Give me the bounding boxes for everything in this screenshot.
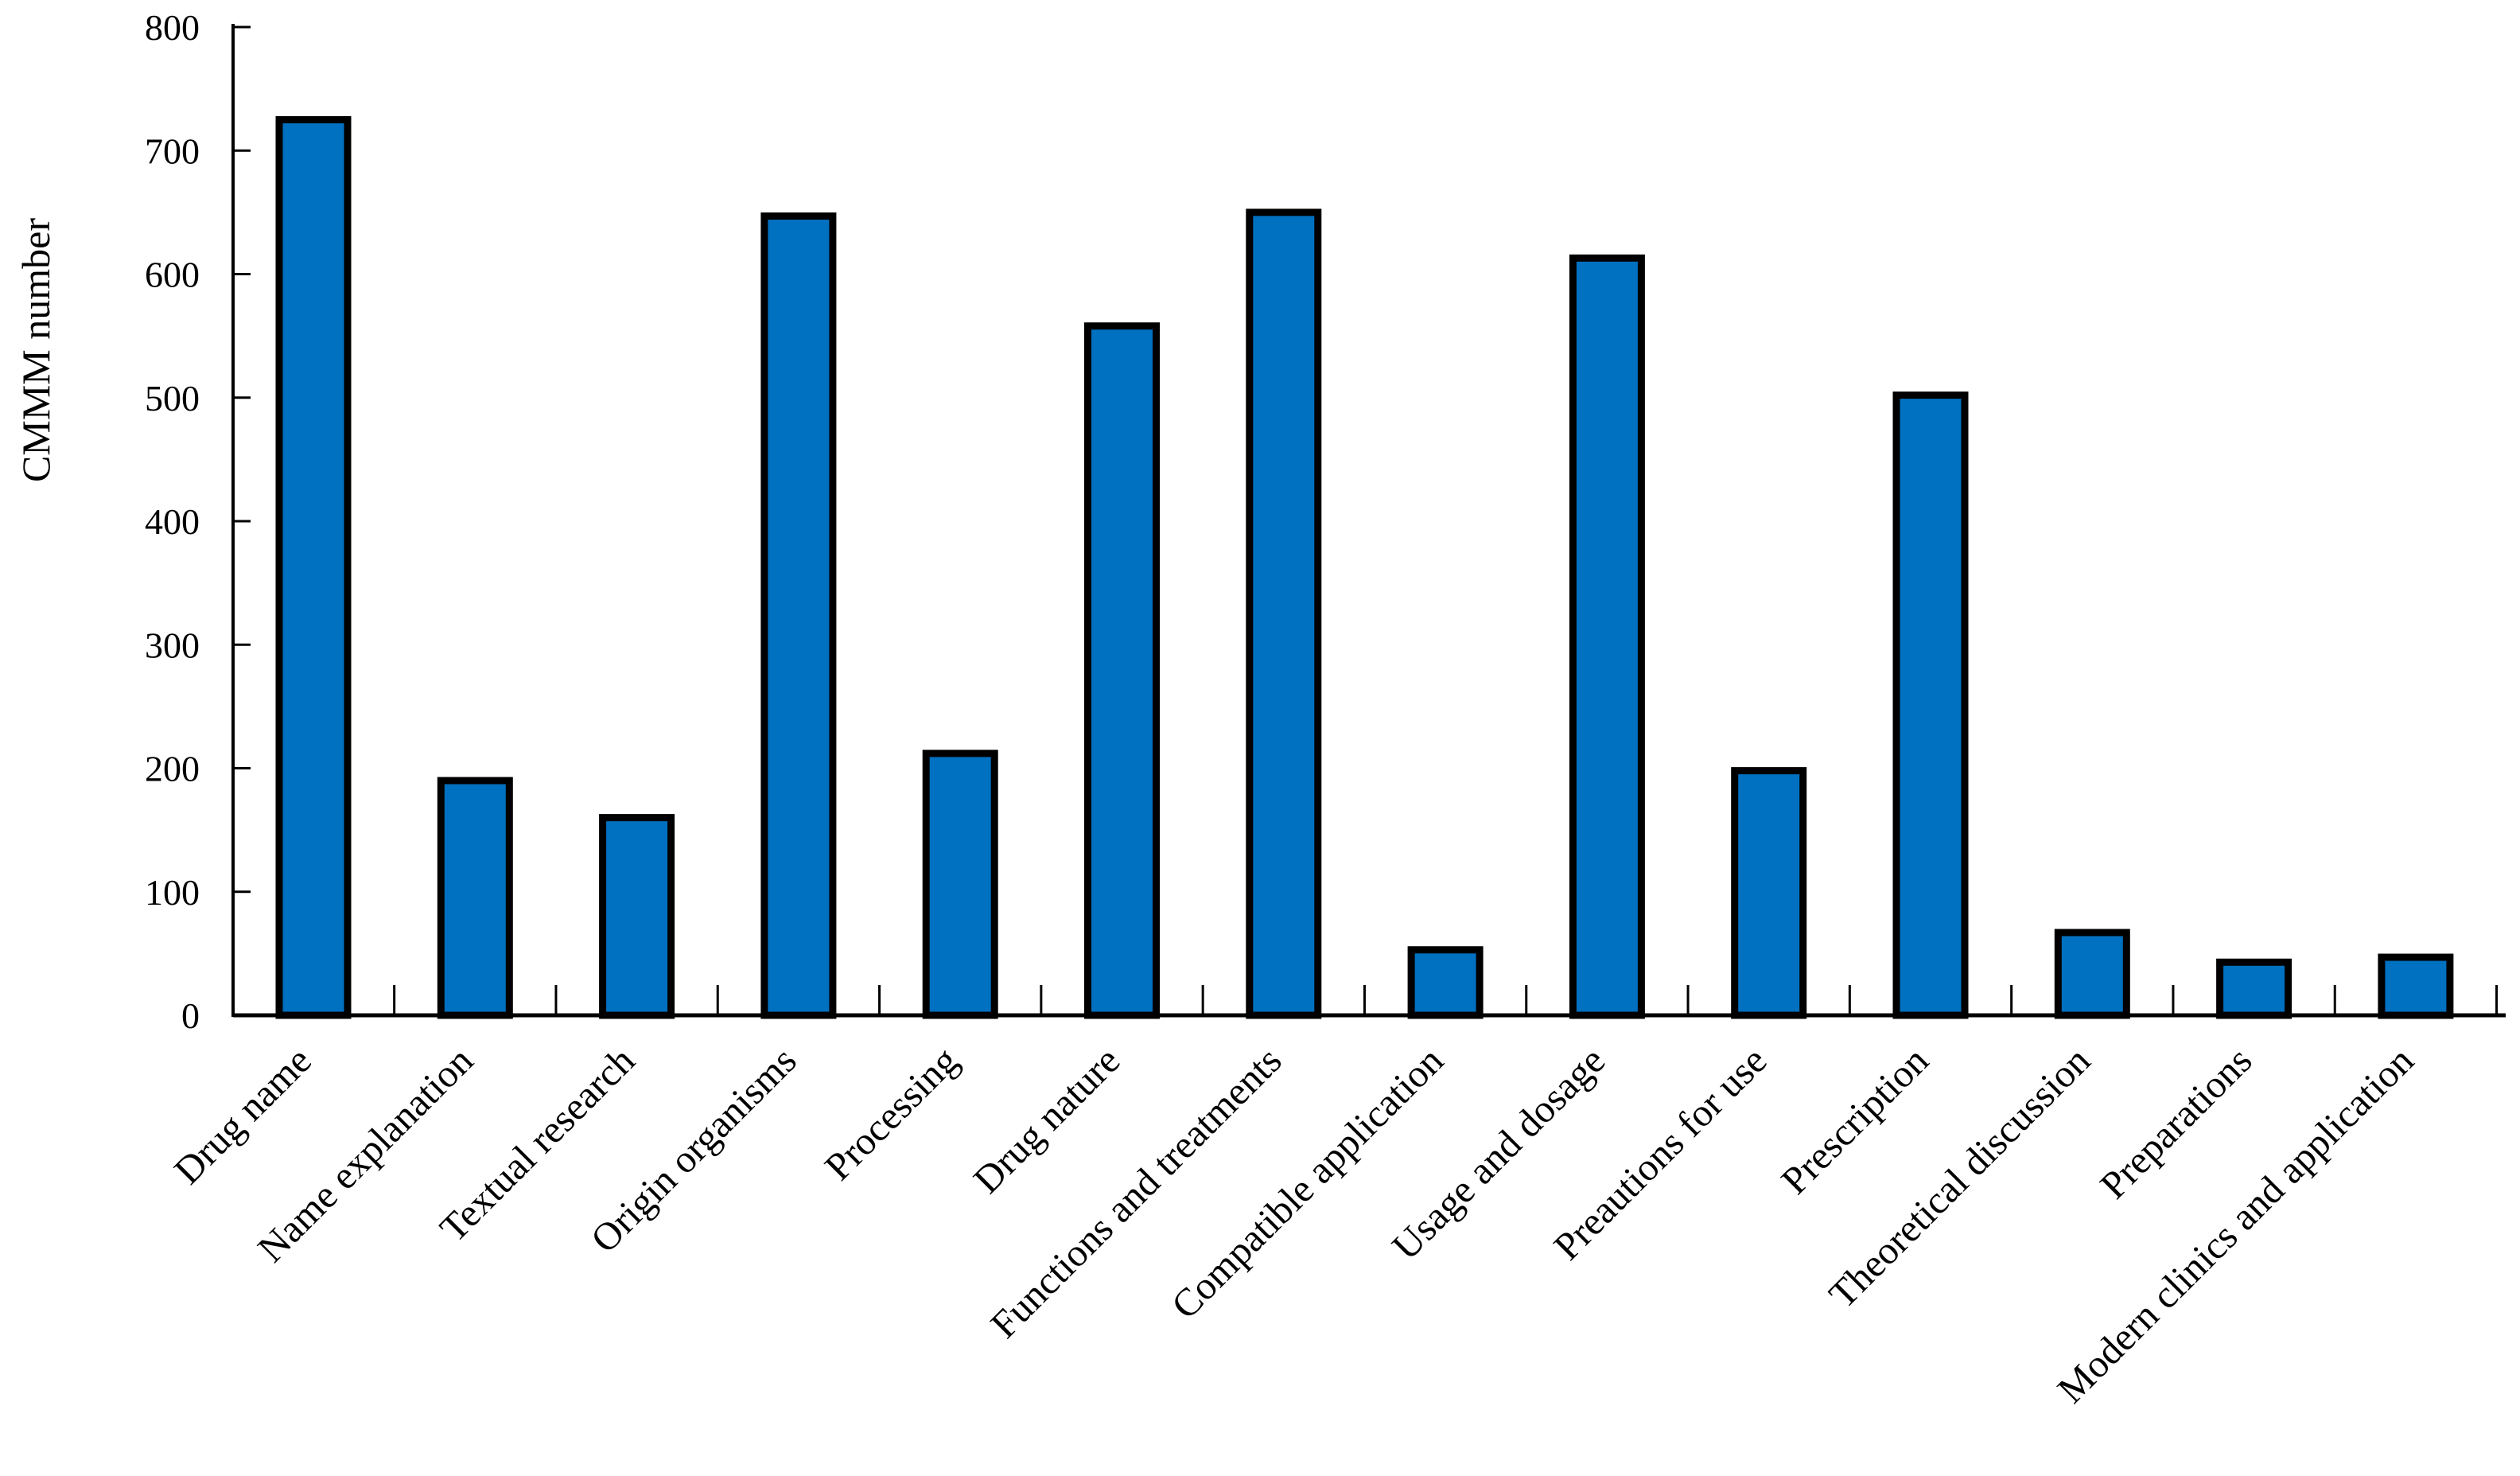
bar: [1407, 946, 1484, 1019]
y-tick-label: 200: [145, 749, 200, 789]
y-tick-label: 600: [145, 255, 200, 295]
y-tick-label: 400: [145, 501, 200, 542]
y-tick-label: 100: [145, 872, 200, 913]
bar: [1892, 391, 1969, 1019]
x-tick-label: Modern clinics and application: [2049, 1038, 2422, 1412]
bar: [2216, 958, 2292, 1019]
bar: [1731, 767, 1807, 1019]
bar: [437, 777, 513, 1019]
x-tick-label: Preparations: [2091, 1038, 2260, 1207]
y-tick-label: 700: [145, 130, 200, 171]
bar: [1569, 254, 1645, 1019]
y-tick-label: 800: [145, 7, 200, 48]
bar: [760, 212, 837, 1019]
bar: [275, 115, 352, 1019]
x-tick-label: Drug nature: [965, 1038, 1128, 1201]
x-tick-label: Theoretical discussion: [1820, 1038, 2098, 1317]
y-tick-label: 300: [145, 625, 200, 665]
x-tick-label: Processing: [816, 1038, 966, 1189]
bar: [599, 814, 675, 1019]
bar: [2054, 929, 2130, 1019]
bar: [922, 750, 998, 1019]
bar: [1246, 208, 1322, 1019]
y-tick-label: 0: [181, 995, 200, 1036]
x-tick-label: Prescription: [1772, 1038, 1936, 1202]
bar: [2378, 953, 2454, 1019]
bar: [1084, 322, 1160, 1019]
x-tick-label: Functions and treatments: [982, 1038, 1289, 1346]
x-tick-label: Compatible application: [1163, 1038, 1452, 1327]
y-tick-label: 500: [145, 378, 200, 419]
y-axis-title: CMMM number: [14, 218, 58, 482]
x-tick-label: Drug name: [165, 1038, 320, 1193]
